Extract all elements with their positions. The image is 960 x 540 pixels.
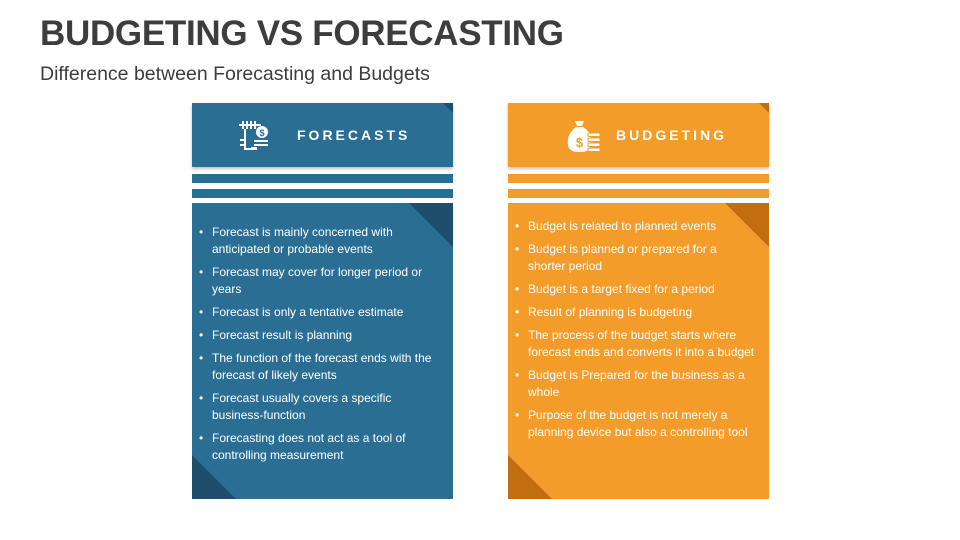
budgeting-header-fold bbox=[759, 103, 769, 113]
forecast-point: Forecast result is planning bbox=[192, 327, 453, 344]
forecasts-body: Forecast is mainly concerned with antici… bbox=[192, 203, 453, 499]
budget-point: The process of the budget starts where f… bbox=[508, 327, 769, 361]
forecast-point: Forecast usually covers a specific busin… bbox=[192, 390, 453, 424]
budgeting-header: $ BUDGETING bbox=[508, 103, 769, 167]
forecast-point: Forecast is mainly concerned with antici… bbox=[192, 224, 453, 258]
forecast-point: Forecast may cover for longer period or … bbox=[192, 264, 453, 298]
budget-point: Budget is planned or prepared for a shor… bbox=[508, 241, 769, 275]
budgeting-corner-bottom bbox=[508, 455, 552, 499]
forecasts-header-fold bbox=[443, 103, 453, 113]
budgeting-strip-1 bbox=[508, 174, 769, 183]
svg-text:$: $ bbox=[259, 128, 264, 138]
slide-subtitle: Difference between Forecasting and Budge… bbox=[40, 63, 430, 85]
budget-point: Budget is a target fixed for a period bbox=[508, 281, 769, 298]
budgeting-strip-2 bbox=[508, 189, 769, 198]
budget-point: Budget is related to planned events bbox=[508, 218, 769, 235]
budgeting-body: Budget is related to planned events Budg… bbox=[508, 203, 769, 499]
budgeting-list: Budget is related to planned events Budg… bbox=[508, 218, 769, 441]
forecasts-header: $ FORECASTS bbox=[192, 103, 453, 167]
forecasts-strip-1 bbox=[192, 174, 453, 183]
forecast-point: The function of the forecast ends with t… bbox=[192, 350, 453, 384]
slide-title: BUDGETING VS FORECASTING bbox=[40, 14, 564, 53]
forecast-point: Forecasting does not act as a tool of co… bbox=[192, 430, 453, 464]
forecasts-list: Forecast is mainly concerned with antici… bbox=[192, 224, 453, 464]
svg-text:$: $ bbox=[576, 135, 584, 150]
budgeting-heading: BUDGETING bbox=[616, 127, 727, 143]
forecasts-strip-2 bbox=[192, 189, 453, 198]
forecasts-heading: FORECASTS bbox=[297, 127, 411, 143]
budget-point: Purpose of the budget is not merely a pl… bbox=[508, 407, 769, 441]
budget-point: Result of planning is budgeting bbox=[508, 304, 769, 321]
forecast-calculator-icon: $ bbox=[239, 121, 268, 150]
money-bag-coins-icon: $ bbox=[567, 121, 601, 152]
forecast-point: Forecast is only a tentative estimate bbox=[192, 304, 453, 321]
budget-point: Budget is Prepared for the business as a… bbox=[508, 367, 769, 401]
